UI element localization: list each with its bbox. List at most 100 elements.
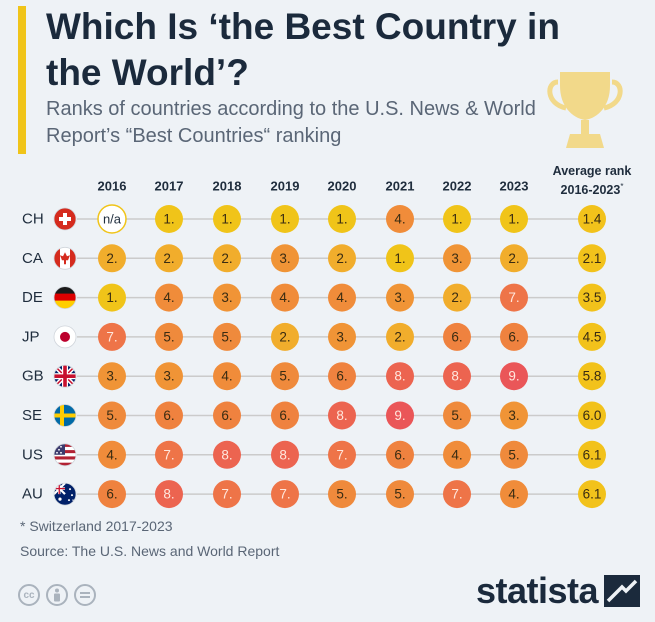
avg-label-CA: 2.1 bbox=[583, 251, 602, 266]
rank-label-CA-2017: 2. bbox=[163, 251, 174, 266]
rank-dot-JP-2016 bbox=[98, 322, 126, 351]
rank-dot-JP-2020 bbox=[328, 322, 356, 351]
rank-label-AU-2017: 8. bbox=[163, 487, 174, 502]
rank-label-DE-2020: 4. bbox=[336, 290, 347, 305]
canada-flag-icon bbox=[53, 246, 77, 270]
japan-flag-icon bbox=[53, 325, 77, 349]
average-rank-header-mark: * bbox=[620, 182, 624, 191]
cc-icon[interactable]: cc bbox=[18, 584, 40, 606]
avg-label-JP: 4.5 bbox=[583, 329, 602, 344]
rank-label-CA-2019: 3. bbox=[279, 251, 290, 266]
rank-dot-US-2022 bbox=[443, 440, 471, 469]
rank-label-DE-2022: 2. bbox=[451, 290, 462, 305]
rank-dot-SE-2022 bbox=[443, 401, 471, 430]
rank-label-SE-2021: 9. bbox=[394, 408, 405, 423]
rank-label-AU-2019: 7. bbox=[279, 487, 290, 502]
rank-label-US-2019: 8. bbox=[279, 447, 290, 462]
rank-label-JP-2022: 6. bbox=[451, 329, 462, 344]
germany-flag-icon bbox=[53, 286, 77, 309]
rank-dot-DE-2021 bbox=[386, 283, 414, 312]
footnote: * Switzerland 2017-2023 bbox=[20, 518, 173, 534]
rank-label-GB-2020: 6. bbox=[336, 369, 347, 384]
country-code-CH: CH bbox=[22, 211, 44, 228]
rank-label-US-2022: 4. bbox=[451, 447, 462, 462]
country-code-CA: CA bbox=[22, 250, 43, 267]
rank-label-JP-2016: 7. bbox=[106, 329, 117, 344]
avg-label-DE: 3.5 bbox=[583, 290, 602, 305]
country-code-US: US bbox=[22, 446, 43, 463]
rank-dot-JP-2019 bbox=[271, 322, 299, 351]
rank-dot-DE-2023 bbox=[500, 283, 528, 312]
rank-dot-SE-2023 bbox=[500, 401, 528, 430]
chart-subtitle: Ranks of countries according to the U.S.… bbox=[46, 98, 536, 147]
trophy-icon bbox=[547, 72, 623, 148]
rank-label-CH-2023: 1. bbox=[508, 212, 519, 227]
nd-icon[interactable] bbox=[74, 584, 96, 606]
rank-label-US-2020: 7. bbox=[336, 447, 347, 462]
rank-dot-SE-2018 bbox=[213, 401, 241, 430]
rank-label-AU-2022: 7. bbox=[451, 487, 462, 502]
rank-label-AU-2016: 6. bbox=[106, 487, 117, 502]
rank-dot-JP-2021 bbox=[386, 322, 414, 351]
country-code-AU: AU bbox=[22, 486, 43, 503]
rank-label-CH-2020: 1. bbox=[336, 212, 347, 227]
rank-label-CA-2022: 3. bbox=[451, 251, 462, 266]
rank-dot-SE-2021 bbox=[386, 401, 414, 430]
rank-dot-GB-2020 bbox=[328, 362, 356, 391]
average-rank-header: Average rank 2016-2023* bbox=[540, 163, 644, 198]
rank-dot-CA-2023 bbox=[500, 244, 528, 273]
rank-dot-SE-2019 bbox=[271, 401, 299, 430]
rank-dot-DE-2020 bbox=[328, 283, 356, 312]
rank-label-GB-2016: 3. bbox=[106, 369, 117, 384]
logo-text: statista bbox=[476, 570, 599, 611]
rank-label-US-2018: 8. bbox=[221, 447, 232, 462]
rank-dot-JP-2017 bbox=[155, 322, 183, 351]
rank-dot-GB-2021 bbox=[386, 362, 414, 391]
rank-dot-SE-2020 bbox=[328, 401, 356, 430]
rank-dot-GB-2022 bbox=[443, 362, 471, 391]
rank-label-CH-2019: 1. bbox=[279, 212, 290, 227]
year-header-2022: 2022 bbox=[443, 179, 472, 194]
avg-dot-SE bbox=[578, 401, 606, 430]
rank-dot-US-2020 bbox=[328, 440, 356, 469]
rank-dot-CH-2021 bbox=[386, 205, 414, 233]
rank-label-GB-2021: 8. bbox=[394, 369, 405, 384]
rank-dot-US-2023 bbox=[500, 440, 528, 469]
rank-label-DE-2016: 1. bbox=[106, 290, 117, 305]
rank-label-CH-2022: 1. bbox=[451, 212, 462, 227]
avg-label-GB: 5.8 bbox=[583, 369, 602, 384]
rank-dot-CA-2017 bbox=[155, 244, 183, 273]
rank-label-US-2016: 4. bbox=[106, 447, 117, 462]
rank-label-GB-2019: 5. bbox=[279, 369, 290, 384]
avg-dot-US bbox=[578, 440, 606, 469]
rank-label-AU-2020: 5. bbox=[336, 487, 347, 502]
avg-dot-CA bbox=[578, 244, 606, 273]
rank-dot-GB-2017 bbox=[155, 362, 183, 391]
rank-dot-AU-2021 bbox=[386, 480, 414, 509]
rank-label-CA-2023: 2. bbox=[508, 251, 519, 266]
rank-label-CA-2016: 2. bbox=[106, 251, 117, 266]
statista-logo[interactable]: statista bbox=[476, 570, 641, 611]
rank-dot-US-2016 bbox=[98, 440, 126, 469]
avg-dot-DE bbox=[578, 283, 606, 312]
rank-label-DE-2023: 7. bbox=[508, 290, 519, 305]
rank-dot-AU-2017 bbox=[155, 480, 183, 509]
year-header-2017: 2017 bbox=[155, 179, 184, 194]
australia-flag-icon bbox=[53, 482, 77, 506]
avg-label-CH: 1.4 bbox=[583, 212, 602, 227]
average-rank-header-line2: 2016-2023 bbox=[560, 183, 621, 198]
rank-label-US-2023: 5. bbox=[508, 447, 519, 462]
rank-dot-AU-2018 bbox=[213, 480, 241, 509]
rank-label-CH-2018: 1. bbox=[221, 212, 232, 227]
uk-flag-icon bbox=[53, 364, 77, 388]
rank-dot-GB-2018 bbox=[213, 362, 241, 391]
switzerland-flag-icon bbox=[53, 207, 77, 231]
year-header-2020: 2020 bbox=[328, 179, 357, 194]
rank-dot-CH-2022 bbox=[443, 205, 471, 233]
by-icon[interactable] bbox=[46, 584, 68, 606]
rank-dot-CH-2023 bbox=[500, 205, 528, 233]
rank-label-US-2021: 6. bbox=[394, 447, 405, 462]
rank-dot-CA-2019 bbox=[271, 244, 299, 273]
average-rank-header-line1: Average rank bbox=[552, 164, 632, 178]
rank-dot-GB-2019 bbox=[271, 362, 299, 391]
